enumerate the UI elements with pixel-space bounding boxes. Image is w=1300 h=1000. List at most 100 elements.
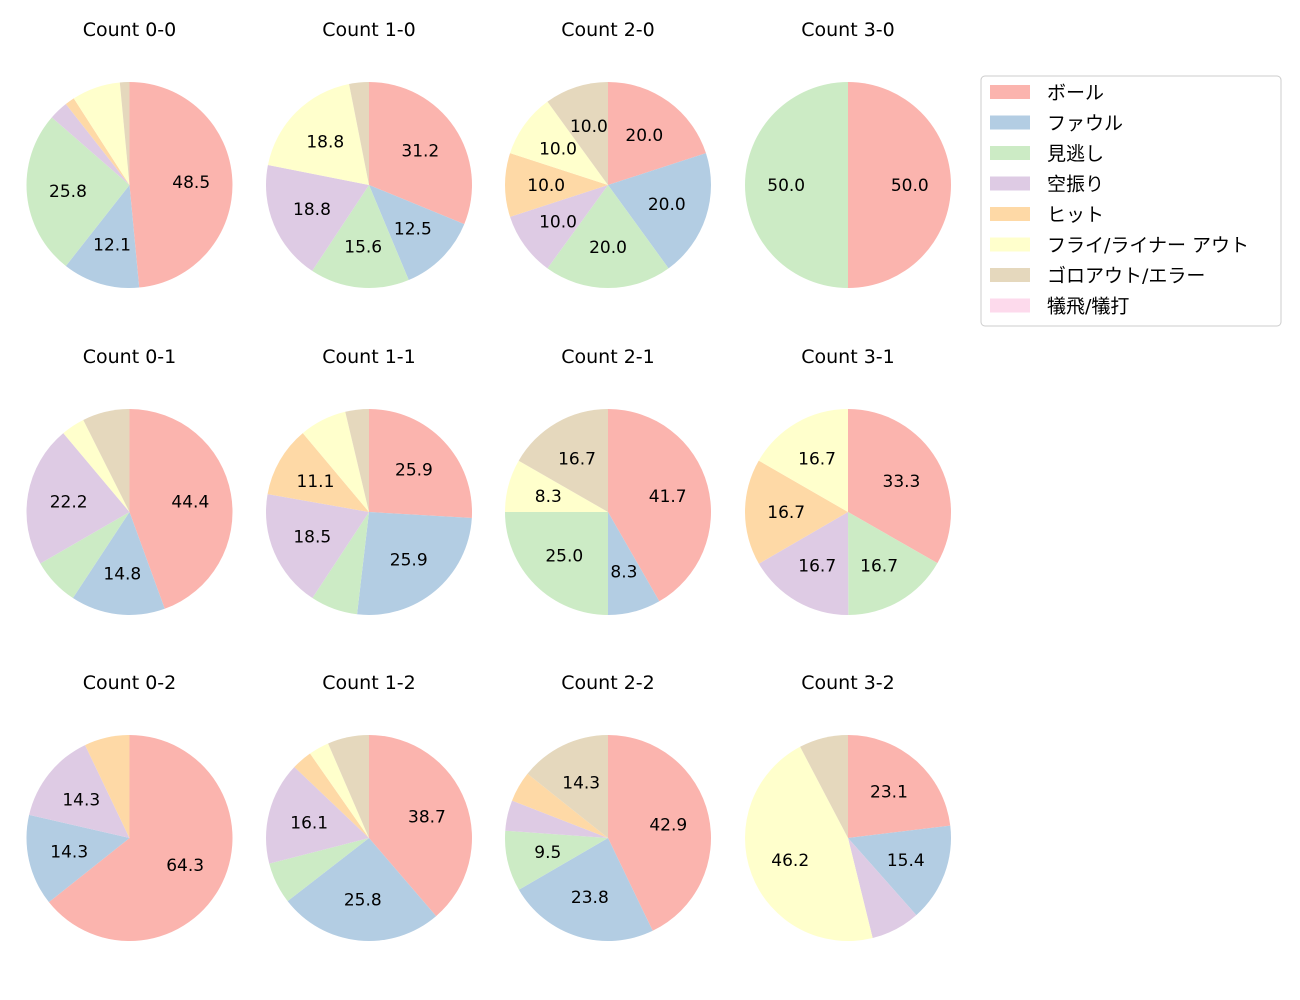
pie-data-label: 48.5 xyxy=(172,173,210,193)
pie-data-label: 31.2 xyxy=(401,142,439,162)
legend-swatch xyxy=(990,207,1030,221)
pie-data-label: 16.7 xyxy=(798,450,836,470)
pie-slice-6 xyxy=(547,82,608,185)
pie-data-label: 23.8 xyxy=(571,888,609,908)
pie-slice-4 xyxy=(504,153,608,217)
pie-slice-0 xyxy=(608,82,706,185)
pie-data-label: 50.0 xyxy=(767,176,805,196)
pie-data-label: 25.0 xyxy=(545,547,583,567)
pie-data-label: 50.0 xyxy=(891,176,929,196)
pie-data-label: 16.7 xyxy=(860,556,898,576)
pie-slice-4 xyxy=(85,735,130,838)
pie-data-label: 16.7 xyxy=(767,503,805,523)
pie-data-label: 25.9 xyxy=(395,461,433,481)
legend-swatch xyxy=(990,237,1030,252)
legend-swatch xyxy=(990,268,1030,282)
pie-title: Count 0-2 xyxy=(83,672,177,694)
pie-data-label: 10.0 xyxy=(539,212,577,232)
pie-data-label: 12.5 xyxy=(394,220,432,240)
pie-data-label: 20.0 xyxy=(625,126,663,146)
pie-slice-3 xyxy=(26,433,130,564)
pie-count-3-1: Count 3-1 33.3 16.7 16.7 16.7 16.7 xyxy=(745,346,952,616)
pie-slice-2 xyxy=(547,185,669,288)
pie-data-label: 41.7 xyxy=(649,487,687,507)
pie-slice-0 xyxy=(608,735,712,931)
pie-data-label: 14.3 xyxy=(562,773,600,793)
pie-data-label: 64.3 xyxy=(166,856,204,876)
pie-slice-4 xyxy=(65,98,130,185)
pie-slice-3 xyxy=(29,745,130,838)
legend-label: 犠飛/犠打 xyxy=(1047,296,1129,318)
pie-slice-6 xyxy=(800,735,848,838)
legend-label: 見逃し xyxy=(1047,143,1104,165)
legend-label: ゴロアウト/エラー xyxy=(1047,265,1205,287)
pie-slice-5 xyxy=(758,409,848,512)
pie-slice-3 xyxy=(848,838,917,939)
pie-count-0-1: Count 0-1 44.4 14.8 22.2 xyxy=(26,346,233,616)
pie-slice-6 xyxy=(345,409,369,512)
legend-swatch xyxy=(990,298,1030,313)
pie-count-3-0: Count 3-0 50.0 50.0 xyxy=(745,19,951,288)
pie-slice-0 xyxy=(848,408,952,564)
pie-title: Count 0-1 xyxy=(83,346,177,368)
pie-title: Count 3-2 xyxy=(801,672,895,694)
pie-slice-4 xyxy=(745,460,848,564)
pie-slice-5 xyxy=(73,82,130,185)
pie-slice-0 xyxy=(369,409,473,518)
pie-slice-1 xyxy=(72,512,165,616)
pie-data-label: 16.7 xyxy=(558,450,596,470)
legend-label: フライ/ライナー アウト xyxy=(1047,235,1249,257)
pie-slice-3 xyxy=(51,104,130,185)
pie-data-label: 20.0 xyxy=(648,195,686,215)
legend-swatch xyxy=(990,176,1030,191)
pie-slice-4 xyxy=(267,433,369,512)
pie-slice-6 xyxy=(349,82,369,185)
pie-slice-2 xyxy=(269,838,369,902)
pie-slice-1 xyxy=(357,512,472,615)
pie-slice-4 xyxy=(512,773,608,838)
pie-title: Count 2-2 xyxy=(561,672,655,694)
pie-slice-5 xyxy=(744,746,873,942)
pie-data-label: 12.1 xyxy=(93,235,131,255)
pie-data-label: 18.8 xyxy=(293,200,331,220)
pie-slice-5 xyxy=(505,460,608,512)
pie-slice-2 xyxy=(40,512,130,599)
pie-slice-6 xyxy=(527,735,608,838)
pie-data-label: 22.2 xyxy=(50,492,88,512)
pie-data-label: 44.4 xyxy=(171,492,209,512)
pie-data-label: 42.9 xyxy=(649,815,687,835)
pie-slice-3 xyxy=(758,512,849,616)
pie-slice-0 xyxy=(129,82,233,288)
pie-data-label: 10.0 xyxy=(527,176,565,196)
pie-count-1-0: Count 1-0 31.2 12.5 15.6 18.8 18.8 xyxy=(266,19,472,289)
pie-slice-1 xyxy=(608,512,660,615)
pie-slice-2 xyxy=(848,512,938,615)
pie-slice-5 xyxy=(510,101,608,185)
pie-title: Count 2-0 xyxy=(561,19,655,41)
pie-slice-1 xyxy=(287,838,437,942)
pie-slice-1 xyxy=(608,153,712,269)
pie-data-label: 23.1 xyxy=(870,783,908,803)
pie-slice-3 xyxy=(505,800,608,838)
pie-title: Count 1-0 xyxy=(322,19,416,41)
pie-slice-0 xyxy=(848,735,951,838)
pie-slice-5 xyxy=(302,411,369,512)
pie-slice-0 xyxy=(608,409,711,602)
pie-count-1-2: Count 1-2 38.7 25.8 16.1 xyxy=(266,672,472,942)
pie-slice-0 xyxy=(848,82,951,288)
pie-slice-0 xyxy=(369,735,472,917)
pie-data-label: 20.0 xyxy=(589,238,627,258)
legend-swatch xyxy=(990,85,1030,99)
pie-title: Count 2-1 xyxy=(561,346,655,368)
legend-frame xyxy=(980,75,1282,327)
pie-data-label: 9.5 xyxy=(534,843,561,863)
pie-data-label: 25.9 xyxy=(390,550,428,570)
pie-count-1-1: Count 1-1 25.9 25.9 18.5 11.1 xyxy=(265,346,473,615)
pie-slice-3 xyxy=(510,185,608,269)
pie-slice-6 xyxy=(83,409,130,512)
pie-slice-2 xyxy=(312,185,409,289)
pie-count-2-2: Count 2-2 42.9 23.8 9.5 14.3 xyxy=(505,672,712,941)
